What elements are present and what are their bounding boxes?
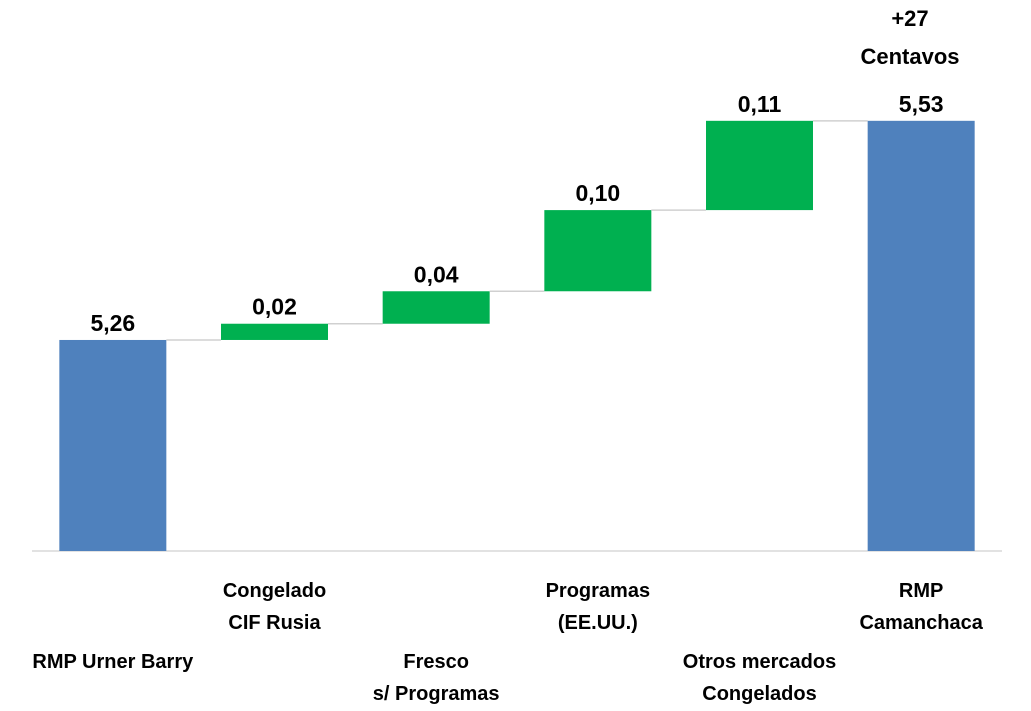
bar [867, 120, 975, 552]
bar [59, 339, 167, 551]
bar [706, 120, 813, 211]
annotation: +27 Centavos [860, 6, 960, 69]
value-label: 0,04 [414, 261, 459, 287]
value-label: 0,10 [575, 180, 620, 206]
x-tick-label: Programas (EE.UU.) [545, 580, 651, 634]
x-tick-label: RMP Urner Barry [32, 651, 194, 673]
x-tick-label: Congelado CIF Rusia [222, 580, 327, 634]
bar [544, 210, 652, 292]
value-label: 5,26 [90, 310, 135, 336]
x-tick-label: Otros mercados Congelados [682, 651, 837, 705]
value-label: 0,11 [738, 91, 782, 117]
value-label: 0,02 [252, 294, 297, 320]
value-label: 5,53 [899, 91, 944, 117]
x-tick-label: Fresco s/ Programas [372, 651, 500, 705]
bar [382, 291, 490, 324]
bar [221, 323, 328, 340]
x-tick-label: RMP Camanchaca [859, 580, 983, 634]
